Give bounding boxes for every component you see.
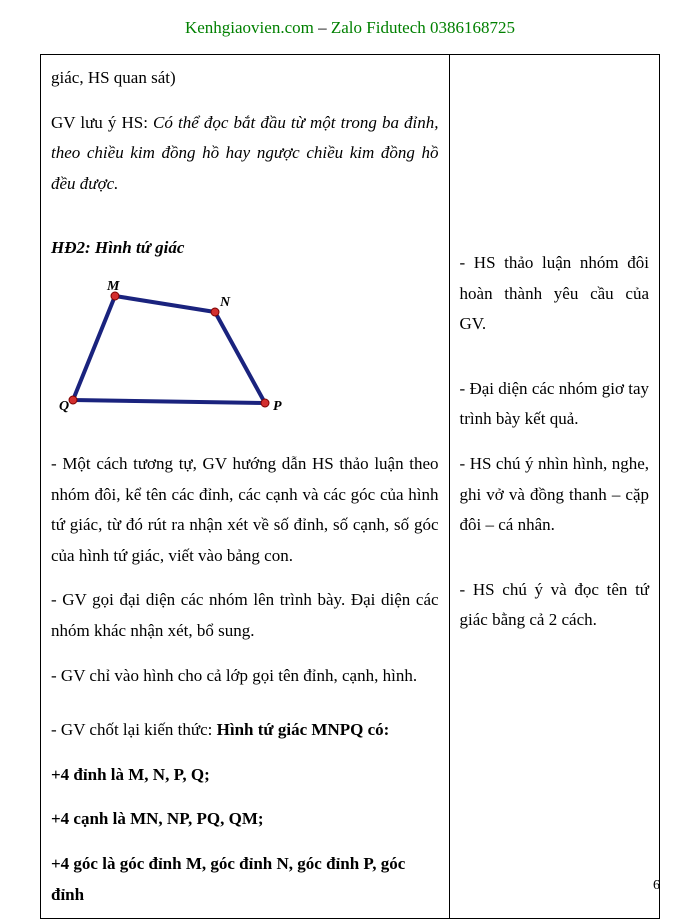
content-table: giác, HS quan sát) GV lưu ý HS: Có thể đ… — [40, 54, 660, 919]
para-7: +4 đỉnh là M, N, P, Q; — [51, 760, 439, 791]
para-6-prefix: - GV chốt lại kiến thức: — [51, 720, 217, 739]
para-4: - GV gọi đại diện các nhóm lên trình bày… — [51, 585, 439, 646]
para-8: +4 cạnh là MN, NP, PQ, QM; — [51, 804, 439, 835]
right-2: - Đại diện các nhóm giơ tay trình bày kế… — [460, 374, 649, 435]
right-4: - HS chú ý và đọc tên tứ giác bằng cả 2 … — [460, 575, 649, 636]
para-9: +4 góc là góc đỉnh M, góc đỉnh N, góc đỉ… — [51, 849, 439, 910]
contact-info: Zalo Fidutech 0386168725 — [331, 18, 515, 37]
para-2-prefix: GV lưu ý HS: — [51, 113, 153, 132]
site-name: Kenhgiaovien.com — [185, 18, 314, 37]
svg-text:N: N — [219, 295, 231, 310]
para-3: - Một cách tương tự, GV hướng dẫn HS thả… — [51, 449, 439, 571]
page-number: 6 — [653, 878, 660, 894]
separator: – — [314, 18, 331, 37]
svg-text:P: P — [273, 399, 282, 414]
para-6: - GV chốt lại kiến thức: Hình tứ giác MN… — [51, 715, 439, 746]
para-5: - GV chỉ vào hình cho cả lớp gọi tên đỉn… — [51, 661, 439, 692]
page-header: Kenhgiaovien.com – Zalo Fidutech 0386168… — [40, 18, 660, 38]
para-2: GV lưu ý HS: Có thể đọc bắt đầu từ một t… — [51, 108, 439, 200]
svg-text:Q: Q — [59, 399, 69, 414]
quadrilateral-diagram: M N P Q — [55, 278, 439, 433]
hd2-title: HĐ2: Hình tứ giác — [51, 233, 439, 264]
para-1: giác, HS quan sát) — [51, 63, 439, 94]
right-1: - HS thảo luận nhóm đôi hoàn thành yêu c… — [460, 248, 649, 340]
left-column: giác, HS quan sát) GV lưu ý HS: Có thể đ… — [41, 55, 450, 919]
para-6-bold: Hình tứ giác MNPQ có: — [217, 720, 390, 739]
svg-text:M: M — [106, 279, 120, 294]
right-column: - HS thảo luận nhóm đôi hoàn thành yêu c… — [449, 55, 659, 919]
right-3: - HS chú ý nhìn hình, nghe, ghi vở và đồ… — [460, 449, 649, 541]
